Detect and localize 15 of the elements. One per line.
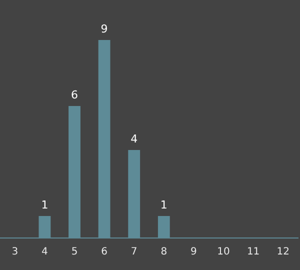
x-tick-label: 5 (71, 246, 78, 258)
x-tick-label: 4 (42, 246, 48, 258)
data-label: 1 (41, 198, 48, 212)
data-label: 6 (71, 88, 78, 102)
data-label: 4 (130, 132, 138, 146)
x-tick-label: 11 (246, 246, 260, 258)
data-label: 1 (160, 198, 168, 212)
x-tick-label: 9 (190, 246, 197, 258)
x-tick-label: 12 (276, 246, 290, 258)
x-tick-label: 3 (12, 246, 18, 258)
x-tick-label: 7 (130, 246, 138, 258)
x-tick-label: 10 (217, 246, 230, 258)
data-label: 9 (100, 22, 108, 36)
x-tick-label: 8 (160, 246, 168, 258)
x-tick-label: 6 (101, 246, 108, 258)
